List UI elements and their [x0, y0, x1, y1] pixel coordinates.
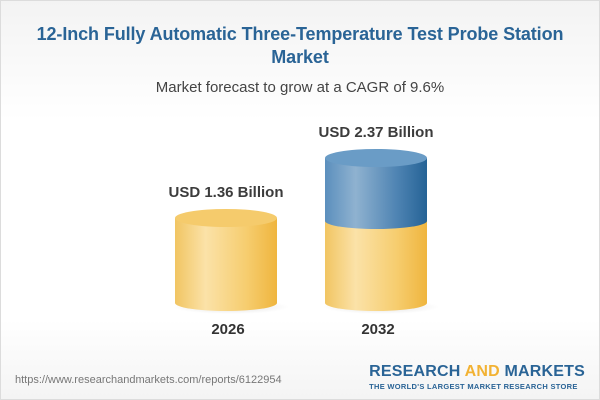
brand-name: RESEARCH AND MARKETS: [369, 363, 585, 381]
bar-value-label-2026: USD 1.36 Billion: [168, 184, 284, 201]
brand-name-research: RESEARCH: [369, 363, 465, 380]
chart-subtitle: Market forecast to grow at a CAGR of 9.6…: [155, 79, 445, 96]
bar-year-label-2026: 2026: [211, 321, 245, 338]
brand-tagline: THE WORLD'S LARGEST MARKET RESEARCH STOR…: [369, 382, 578, 391]
bar-2032-cylinder: [323, 149, 439, 314]
chart-title: 12-Inch Fully Automatic Three-Temperatur…: [36, 24, 564, 67]
brand-logo[interactable]: RESEARCH AND MARKETS THE WORLD'S LARGEST…: [369, 363, 585, 391]
bar-value-label-2032: USD 2.37 Billion: [318, 124, 434, 141]
bar-year-label-2032: 2032: [361, 321, 395, 338]
brand-name-and: AND: [464, 363, 500, 380]
brand-name-markets: MARKETS: [499, 363, 585, 380]
bar-2026-cylinder: [173, 209, 289, 314]
source-url[interactable]: https://www.researchandmarkets.com/repor…: [15, 374, 282, 386]
